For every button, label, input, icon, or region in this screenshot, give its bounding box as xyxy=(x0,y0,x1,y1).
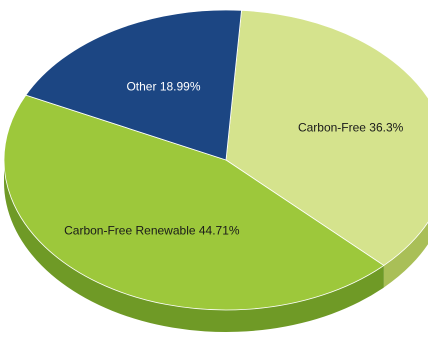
pie-side-walls xyxy=(4,160,428,332)
pie-slice-other xyxy=(25,9,242,161)
pie-label-carbon-free-renewable: Carbon-Free Renewable 44.71% xyxy=(64,223,240,237)
pie-top-faces xyxy=(3,9,428,311)
pie-side-carbon-free xyxy=(383,222,428,288)
pie-slice-carbon-free xyxy=(225,9,428,266)
pie-label-carbon-free: Carbon-Free 36.3% xyxy=(298,120,404,134)
pie-labels: Carbon-Free 36.3% Carbon-Free Renewable 4… xyxy=(64,80,404,238)
pie-slice-carbon-free-renewable xyxy=(3,94,385,311)
pie-side-carbon-free-renewable xyxy=(4,160,384,332)
pie-label-other: Other 18.99% xyxy=(126,80,200,94)
